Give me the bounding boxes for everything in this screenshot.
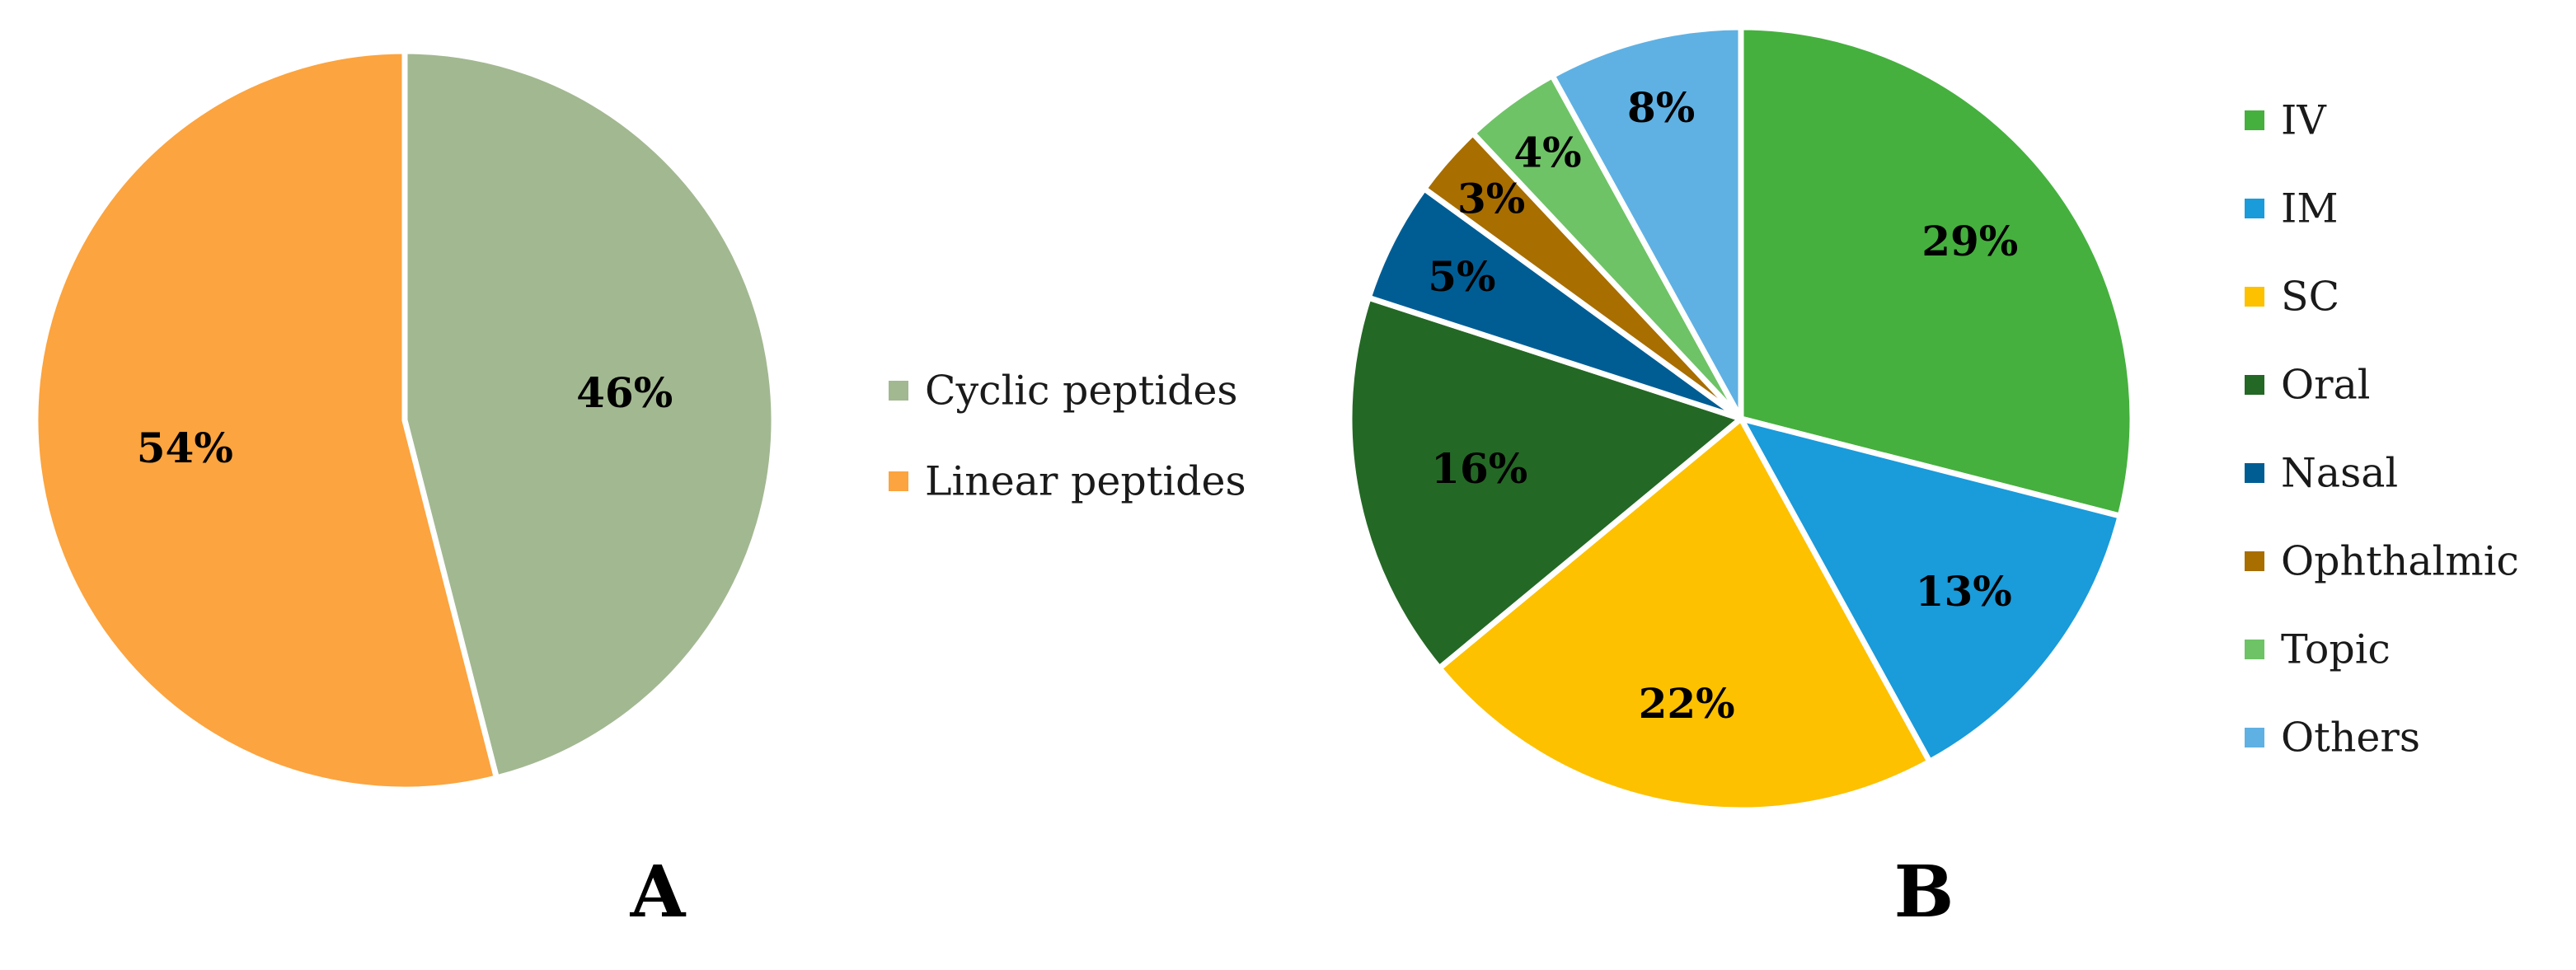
pie-chart-b: 29% 13% 22% 16% 5% 3%4% 8% IV IM SC Oral Nasal Opht…	[1346, 24, 2519, 934]
panel-label-a: A	[630, 851, 687, 934]
legend-swatch-sc	[2245, 287, 2264, 307]
pie-a-data-labels: 46% 54%	[137, 368, 673, 472]
legend-swatch-cyclic-peptides	[889, 381, 908, 401]
legend-label-nasal: Nasal	[2281, 450, 2398, 497]
data-label-linear-peptides: 54%	[137, 424, 233, 472]
pie-slice-iv	[1738, 24, 2136, 520]
pie-b-legend: IV IM SC Oral Nasal Ophthalmic Topic Others	[2245, 97, 2519, 761]
pie-slice-others	[1548, 24, 1744, 420]
pie-a-slices	[32, 48, 777, 793]
pie-a-legend: Cyclic peptides Linear peptides	[889, 368, 1246, 505]
legend-swatch-others	[2245, 728, 2264, 747]
legend-swatch-im	[2245, 199, 2264, 218]
legend-swatch-ophthalmic	[2245, 551, 2264, 571]
data-label-others: 8%	[1627, 83, 1695, 132]
legend-label-cyclic-peptides: Cyclic peptides	[925, 368, 1238, 415]
pie-slice-sc	[1435, 414, 1934, 813]
data-label-oral: 16%	[1431, 444, 1527, 493]
legend-swatch-iv	[2245, 110, 2264, 130]
pie-chart-a: 46% 54% Cyclic peptides Linear peptides A	[32, 48, 1246, 934]
legend-label-others: Others	[2281, 715, 2420, 761]
pie-slice-oral	[1346, 293, 1748, 672]
legend-label-iv: IV	[2281, 97, 2327, 144]
data-label-ophthalmic: 3%	[1457, 174, 1525, 223]
legend-swatch-linear-peptides	[889, 471, 908, 491]
legend-label-ophthalmic: Ophthalmic	[2281, 538, 2519, 585]
data-label-cyclic-peptides: 46%	[576, 368, 673, 417]
legend-label-sc: SC	[2281, 274, 2339, 321]
data-label-topic: 4%	[1513, 129, 1581, 177]
pie-slice-im	[1735, 414, 2124, 766]
legend-swatch-topic	[2245, 640, 2264, 659]
legend-swatch-oral	[2245, 375, 2264, 395]
panel-label-b: B	[1894, 851, 1954, 934]
legend-label-linear-peptides: Linear peptides	[925, 458, 1246, 505]
data-label-iv: 29%	[1921, 217, 2018, 265]
pie-b-data-labels: 29% 13% 22% 16% 5% 3%4% 8%	[1428, 83, 2018, 728]
data-label-im: 13%	[1916, 567, 2012, 616]
pie-b-slices	[1346, 24, 2136, 813]
legend-swatch-nasal	[2245, 463, 2264, 483]
data-label-sc: 22%	[1639, 679, 1735, 728]
legend-label-topic: Topic	[2281, 626, 2391, 673]
legend-label-im: IM	[2281, 185, 2339, 232]
data-label-nasal: 5%	[1428, 252, 1495, 301]
pie-slice-linear-peptides	[32, 48, 500, 793]
pie-slice-cyclic-peptides	[401, 48, 777, 782]
legend-label-oral: Oral	[2281, 362, 2370, 409]
